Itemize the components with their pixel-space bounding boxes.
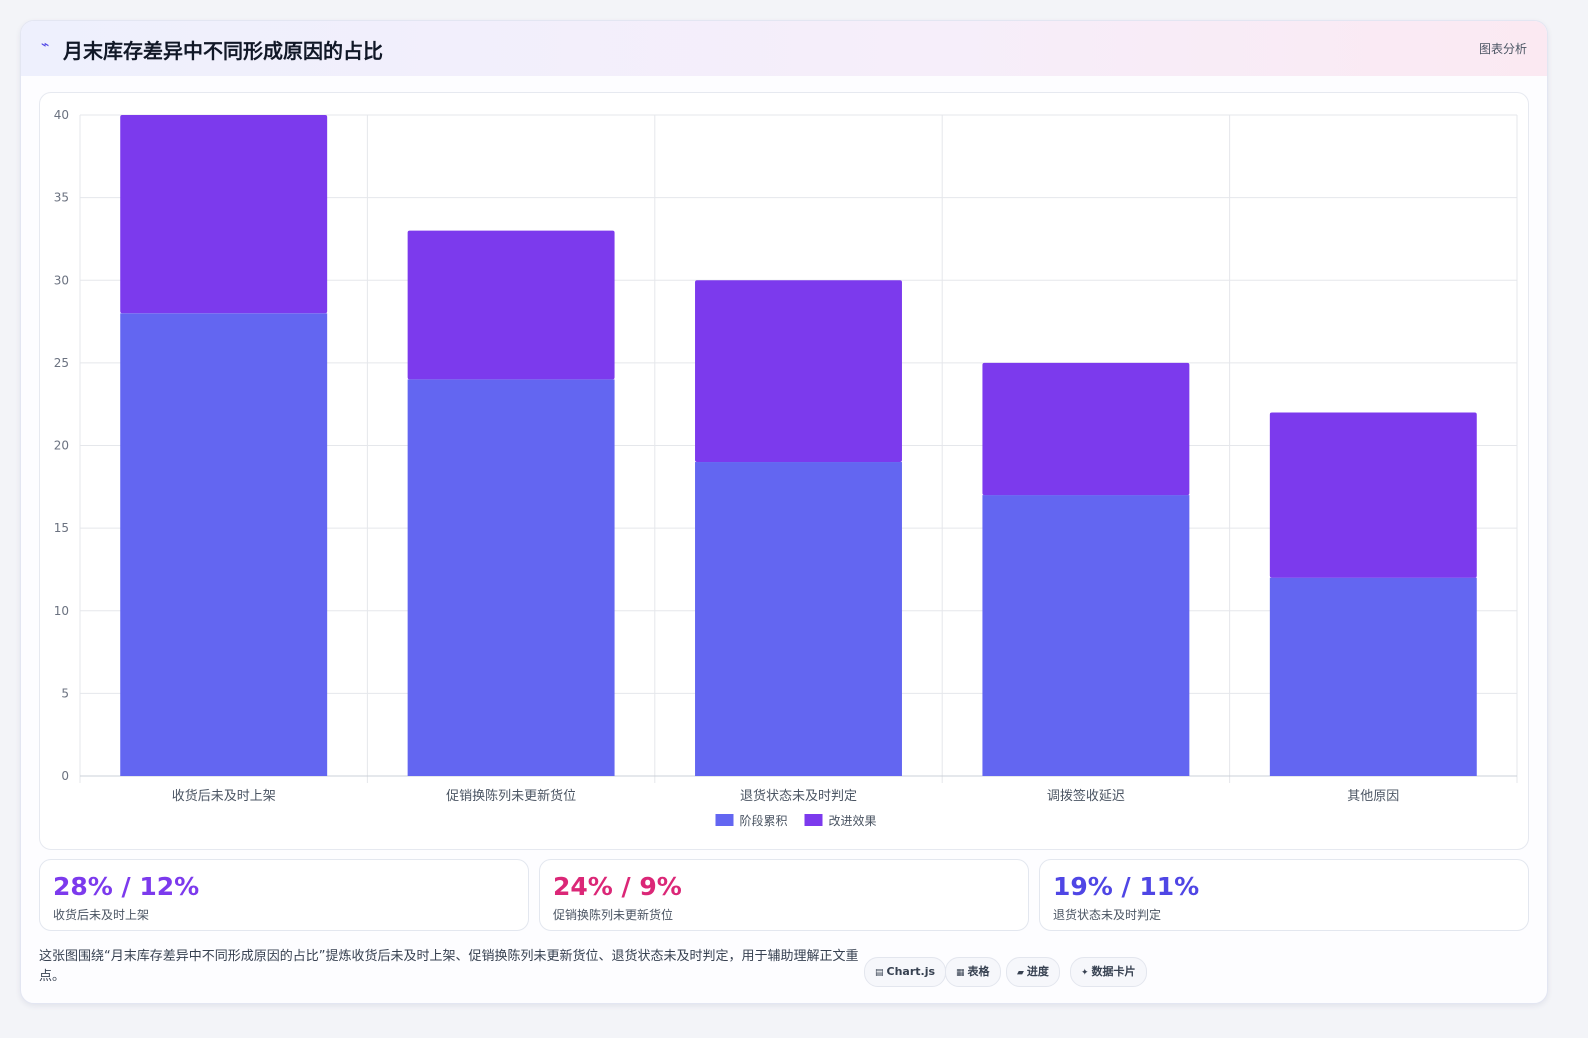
card-title: 月末库存差异中不同形成原因的占比: [63, 39, 383, 63]
x-tick-label: 退货状态未及时判定: [740, 788, 857, 804]
y-tick-label: 35: [54, 191, 69, 205]
stat-card-3: 19% / 11% 退货状态未及时判定: [1039, 859, 1529, 931]
pill-label: Chart.js: [886, 965, 936, 978]
pill-label: 进度: [1026, 965, 1049, 978]
chart-card: ⌁ 月末库存差异中不同形成原因的占比 图表分析 0 5 10 15 20 25 30 35 40…: [20, 20, 1548, 1004]
y-tick-label: 40: [54, 108, 69, 122]
chart-panel: 0 5 10 15 20 25 30 35 40 收货后未及时上架 促销换陈列未更新货位 退货状态未及…: [39, 92, 1529, 850]
bar-improvement-effect: [1269, 412, 1477, 578]
x-tick-label: 其他原因: [1347, 789, 1399, 804]
chart-note: 这张图围绕“月末库存差异中不同形成原因的占比”提炼收货后未及时上架、促销换陈列未…: [39, 949, 859, 984]
progress-icon: ▰: [1017, 968, 1024, 978]
y-tick-label: 25: [54, 356, 69, 370]
x-tick-label: 促销换陈列未更新货位: [446, 788, 576, 804]
legend-label: 阶段累积: [740, 813, 788, 828]
pill-data-card[interactable]: ✦ 数据卡片: [1070, 957, 1147, 987]
y-tick-label: 30: [54, 273, 69, 287]
pill-table[interactable]: ▦ 表格: [945, 957, 1001, 987]
pill-label: 数据卡片: [1091, 965, 1136, 978]
legend-swatch: [804, 814, 823, 826]
bar-stage-accumulation: [982, 495, 1190, 776]
card-header: ⌁ 月末库存差异中不同形成原因的占比 图表分析: [21, 21, 1547, 76]
bar-improvement-effect: [982, 362, 1190, 496]
stat-label: 退货状态未及时判定: [1053, 908, 1162, 922]
y-tick-label: 15: [54, 521, 69, 535]
stat-label: 收货后未及时上架: [53, 908, 150, 922]
stat-value: 24% / 9%: [553, 872, 682, 901]
y-tick-label: 20: [54, 439, 69, 453]
bar-improvement-effect: [695, 280, 902, 463]
legend-label: 改进效果: [829, 813, 877, 828]
table-icon: ▦: [956, 968, 965, 978]
header-tag: 图表分析: [1478, 42, 1527, 56]
chart-line-icon: ⌁: [41, 37, 50, 53]
y-tick-label: 10: [54, 604, 69, 618]
stat-value: 28% / 12%: [53, 872, 200, 901]
legend-swatch: [715, 814, 734, 826]
bar-stage-accumulation: [1269, 577, 1477, 776]
bar-stage-accumulation: [695, 462, 902, 776]
stat-card-2: 24% / 9% 促销换陈列未更新货位: [539, 859, 1029, 931]
stat-card-1: 28% / 12% 收货后未及时上架: [39, 859, 529, 931]
stat-value: 19% / 11%: [1053, 872, 1200, 901]
pill-label: 表格: [967, 965, 990, 978]
y-tick-label: 0: [61, 769, 69, 783]
pill-progress[interactable]: ▰ 进度: [1006, 957, 1060, 987]
bar-improvement-effect: [407, 230, 615, 380]
stat-label: 促销换陈列未更新货位: [553, 908, 674, 922]
chart-icon: ▤: [875, 968, 884, 978]
stacked-bar-chart: 0 5 10 15 20 25 30 35 40 收货后未及时上架 促销换陈列未更新货位 退货状态未及…: [54, 108, 1518, 828]
pill-chartjs[interactable]: ▤ Chart.js: [864, 957, 947, 987]
x-tick-label: 收货后未及时上架: [172, 788, 276, 804]
sparkle-icon: ✦: [1081, 968, 1089, 978]
y-tick-label: 5: [61, 686, 69, 700]
bar-improvement-effect: [120, 115, 328, 314]
x-tick-label: 调拨签收延迟: [1047, 788, 1125, 804]
bar-stage-accumulation: [120, 313, 328, 776]
bar-stage-accumulation: [407, 379, 615, 776]
